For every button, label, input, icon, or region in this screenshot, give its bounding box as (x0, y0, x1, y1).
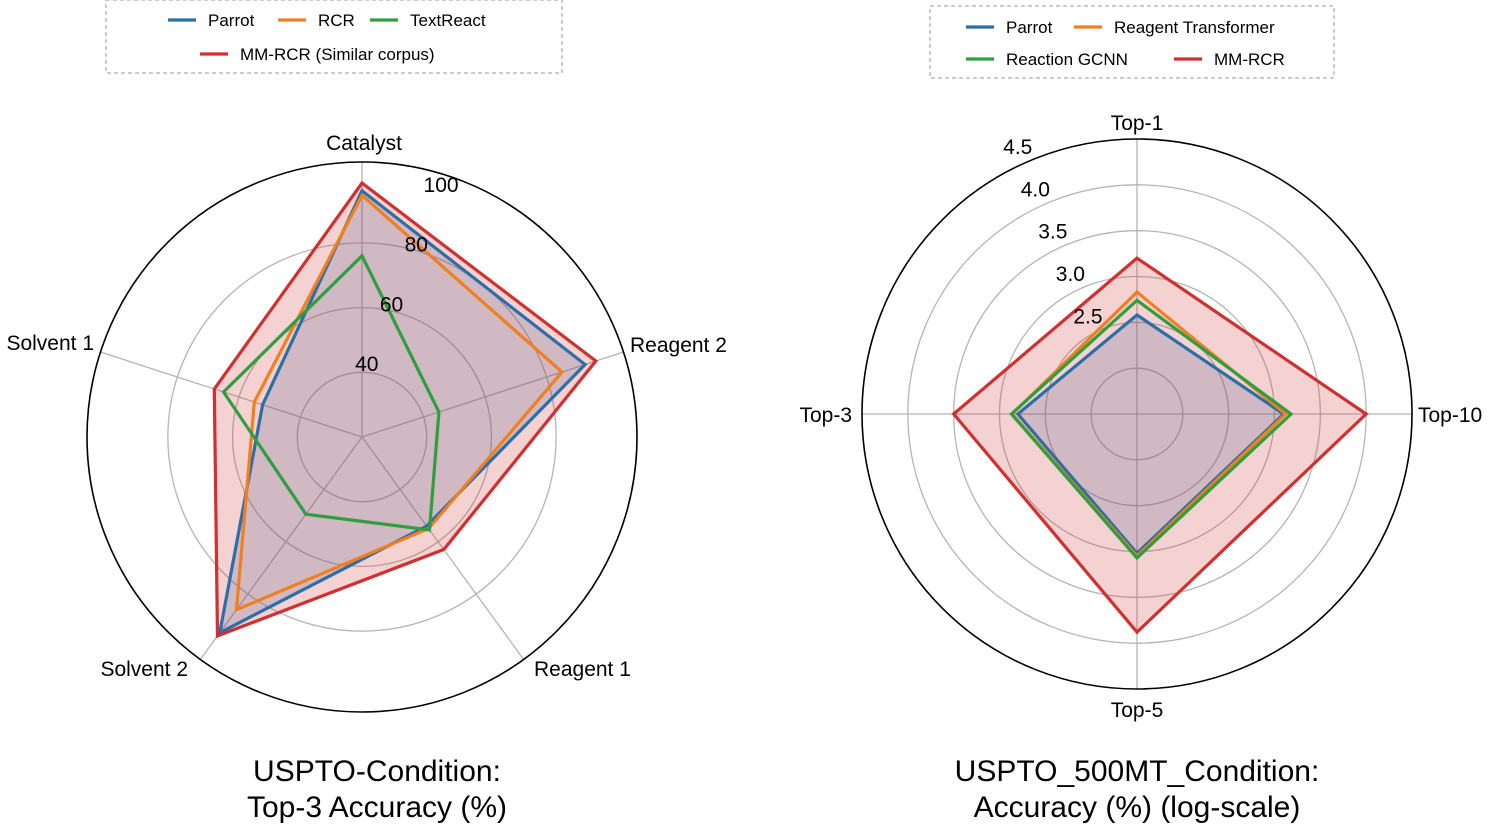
chart-0-r-tick-2: 80 (405, 234, 428, 257)
chart-0-legend-label-0-1: RCR (318, 11, 355, 30)
chart-1-legend-label-0-0: Parrot (1006, 18, 1053, 37)
chart-1-axis-label-0: Top-1 (1111, 112, 1164, 135)
chart-0-spoke-4 (100, 351, 363, 438)
chart-1-outer-frame (861, 138, 1413, 690)
left-chart-title-line-1: USPTO-Condition: (253, 755, 501, 788)
chart-0-axis-label-4: Solvent 1 (6, 332, 94, 355)
chart-0-axis-label-0: Catalyst (326, 132, 402, 155)
chart-0-series-0-line (217, 188, 588, 636)
chart-1-series-0-line (1015, 313, 1287, 556)
chart-1-series-0-area (1017, 315, 1284, 554)
chart-0-r-tick-3: 100 (424, 174, 459, 197)
chart-1-r-tick-4: 4.5 (1003, 136, 1032, 159)
left-chart-title-line-2: Top-3 Accuracy (%) (247, 791, 507, 824)
chart-0-r-tick-0: 40 (355, 353, 378, 376)
chart-1-legend-label-0-1: Reagent Transformer (1114, 18, 1275, 37)
chart-0-legend-box (105, 0, 563, 74)
chart-1-axis-label-2: Top-5 (1111, 699, 1164, 722)
chart-0-series-3-line (212, 180, 599, 639)
chart-1-r-tick-1: 3.0 (1056, 263, 1085, 286)
chart-0-axis-label-1: Reagent 2 (630, 334, 727, 357)
chart-1-axis-label-1: Top-10 (1418, 404, 1482, 427)
chart-1-group: 2.5 3.0 3.5 4.0 4.5 Top-1 Top-10 Top-5 Top-3 Parr… (799, 5, 1482, 722)
chart-1-r-tick-2: 3.5 (1038, 221, 1067, 244)
chart-0-legend-label-0-0: Parrot (208, 11, 255, 30)
chart-0-outer-frame (86, 161, 638, 713)
chart-1-series-3-area (953, 258, 1367, 633)
chart-1-r-tick-3: 4.0 (1021, 178, 1050, 201)
chart-0-series-2-line (221, 253, 441, 532)
chart-0-legend-label-1-0: MM-RCR (Similar corpus) (240, 45, 435, 64)
chart-1-legend-box (929, 5, 1335, 79)
chart-0-r-tick-1: 60 (380, 293, 403, 316)
chart-1-series-3-line (951, 256, 1369, 635)
chart-0-group: 40 60 80 100 Catalyst Reagent 2 Reagent 1 Solve… (6, 0, 727, 713)
chart-0-spoke-1 (361, 351, 624, 438)
right-chart-title-line-2: Accuracy (%) (log-scale) (974, 791, 1301, 824)
chart-0-axis-label-3: Solvent 2 (100, 658, 188, 681)
chart-1-series-2-line (1009, 298, 1294, 561)
chart-0-legend-label-0-2: TextReact (410, 11, 486, 30)
chart-0-series-1-line (234, 192, 565, 613)
chart-0-axis-label-2: Reagent 1 (534, 658, 631, 681)
chart-1-legend-label-1-1: MM-RCR (1214, 50, 1285, 69)
chart-1-legend-label-1-0: Reaction GCNN (1006, 50, 1128, 69)
chart-1-r-tick-0: 2.5 (1073, 305, 1102, 328)
chart-0-spoke-3 (199, 436, 363, 660)
chart-1-axis-label-3: Top-3 (799, 404, 852, 427)
right-chart-title-line-1: USPTO_500MT_Condition: (955, 755, 1320, 788)
